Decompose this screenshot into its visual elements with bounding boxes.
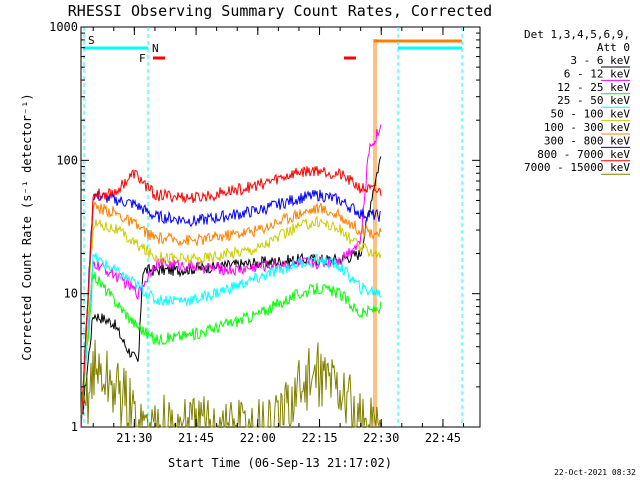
series-layer <box>80 124 382 429</box>
y-tick-label: 10 <box>64 287 78 301</box>
y-axis-label: Corrected Count Rate (s⁻¹ detector⁻¹) <box>20 93 34 360</box>
legend-label: 7000 - 15000 keV <box>524 161 630 174</box>
legend-header: Det 1,3,4,5,6,9, <box>524 28 630 41</box>
x-tick-label: 21:45 <box>178 431 214 445</box>
series-line <box>80 189 382 428</box>
x-tick-label: 22:45 <box>425 431 461 445</box>
event-markers: S NF <box>83 27 463 427</box>
axes: 1 10 100 1000 21:30 21:45 22:00 22:15 22:30 22:45 <box>49 20 480 445</box>
y-tick-label: 1000 <box>49 20 78 34</box>
series-line <box>80 339 382 429</box>
x-tick-label: 22:15 <box>301 431 337 445</box>
series-line <box>80 215 382 424</box>
series-line <box>80 272 382 428</box>
x-tick-label: 21:30 <box>116 431 152 445</box>
x-tick-label: 22:00 <box>240 431 276 445</box>
legend-label: 3 - 6 keV <box>570 54 630 67</box>
y-tick-label: 1 <box>71 420 78 434</box>
series-line <box>80 252 382 427</box>
y-tick-label: 100 <box>56 153 78 167</box>
legend-label: 6 - 12 keV <box>564 67 631 80</box>
legend-label: 300 - 800 keV <box>544 134 630 147</box>
legend-label: 25 - 50 keV <box>557 94 630 107</box>
saa-label: S <box>88 34 95 47</box>
legend-label: 12 - 25 keV <box>557 81 630 94</box>
flare-label: F <box>139 52 146 65</box>
timestamp: 22-Oct-2021 08:32 <box>554 468 636 477</box>
series-line <box>80 166 382 428</box>
x-axis-label: Start Time (06-Sep-13 21:17:02) <box>168 456 392 470</box>
legend-label: 800 - 7000 keV <box>537 148 630 161</box>
legend-header: Att 0 <box>597 41 630 54</box>
series-line <box>80 200 382 428</box>
night-label: N <box>152 42 159 55</box>
legend-label: 50 - 100 keV <box>551 108 631 121</box>
chart-title: RHESSI Observing Summary Count Rates, Co… <box>68 2 492 20</box>
x-tick-label: 22:30 <box>363 431 399 445</box>
legend-label: 100 - 300 keV <box>544 121 630 134</box>
